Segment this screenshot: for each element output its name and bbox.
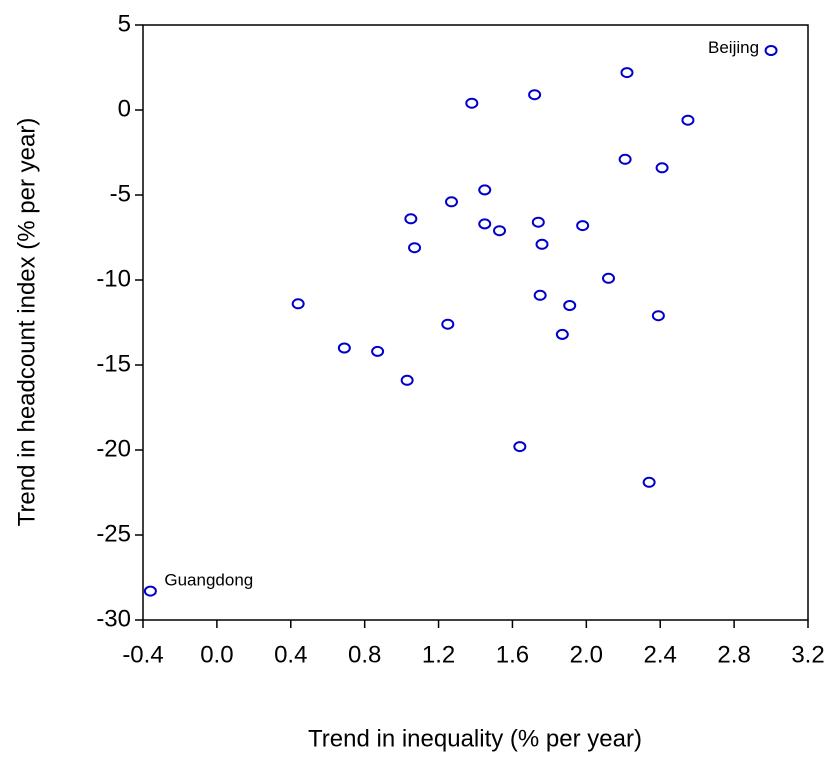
point — [143, 585, 157, 597]
point — [441, 318, 455, 330]
point — [465, 97, 479, 109]
point — [618, 153, 632, 165]
point — [620, 67, 634, 79]
point — [642, 476, 656, 488]
x-tick-label: 3.2 — [791, 641, 824, 668]
y-tick-label: -30 — [96, 605, 131, 632]
y-tick-label: -15 — [96, 350, 131, 377]
y-axis-title: Trend in headcount index (% per year) — [13, 118, 40, 527]
point — [555, 328, 569, 340]
point — [337, 342, 351, 354]
y-tick-label: 5 — [118, 10, 131, 37]
point — [602, 272, 615, 284]
y-tick-label: -20 — [96, 435, 131, 462]
point — [444, 196, 458, 208]
point — [371, 345, 385, 357]
y-tick-label: -10 — [96, 265, 131, 292]
x-tick-label: 0.0 — [200, 641, 233, 668]
point — [513, 441, 527, 453]
x-tick-label: 1.6 — [496, 641, 529, 668]
point — [408, 242, 422, 254]
x-axis-title: Trend in inequality (% per year) — [308, 725, 642, 752]
y-tick-label: -5 — [110, 180, 131, 207]
point — [404, 213, 418, 225]
x-tick-label: 1.2 — [422, 641, 455, 668]
point — [400, 374, 414, 386]
point — [576, 220, 590, 232]
point — [528, 89, 542, 101]
point — [563, 300, 577, 311]
point — [291, 298, 305, 310]
point — [478, 218, 492, 230]
x-tick-label: 0.4 — [274, 641, 307, 668]
point — [651, 310, 665, 322]
x-tick-label: 2.4 — [644, 641, 677, 668]
point — [655, 162, 669, 174]
point — [531, 216, 545, 228]
y-tick-label: 0 — [118, 95, 131, 122]
x-tick-label: -0.4 — [122, 641, 163, 668]
y-tick-label: -25 — [96, 520, 131, 547]
plot-frame — [142, 24, 809, 621]
point — [764, 45, 778, 56]
point — [535, 238, 549, 250]
x-tick-label: 0.8 — [348, 641, 381, 668]
point — [478, 184, 492, 196]
point — [493, 225, 507, 237]
point — [681, 114, 695, 126]
x-tick-label: 2.8 — [717, 641, 750, 668]
x-tick-label: 2.0 — [570, 641, 603, 668]
annotation: Beijing — [708, 38, 759, 57]
annotation: Guangdong — [164, 571, 253, 590]
point — [533, 289, 547, 301]
